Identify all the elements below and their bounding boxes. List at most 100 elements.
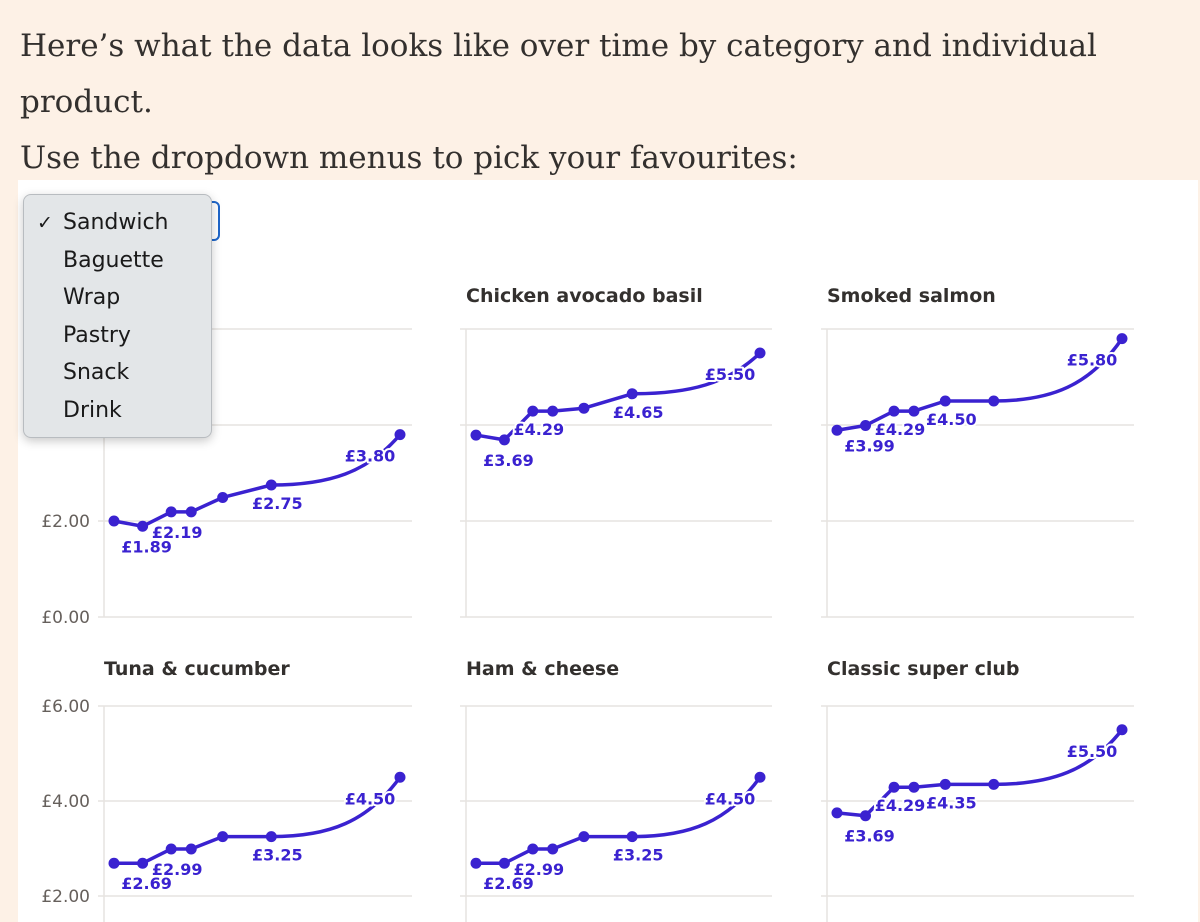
data-point [939, 395, 951, 407]
data-point [626, 831, 638, 843]
data-point [939, 778, 951, 790]
data-label: £5.80 [1067, 351, 1118, 370]
series-line [112, 432, 402, 529]
data-point [831, 424, 843, 436]
data-label: £4.50 [926, 410, 977, 429]
data-label: £2.69 [121, 874, 172, 893]
chart-title: Tuna & cucumber [104, 658, 290, 680]
data-point [888, 781, 900, 793]
data-label: £3.25 [613, 846, 664, 865]
dropdown-option-snack[interactable]: Snack [24, 354, 211, 392]
data-label: £4.29 [875, 796, 926, 815]
data-point [908, 781, 920, 793]
data-label: £1.89 [121, 537, 172, 556]
dropdown-option-pastry[interactable]: Pastry [24, 317, 211, 355]
data-label: £4.29 [875, 420, 926, 439]
data-point [185, 843, 197, 855]
data-label: £2.99 [513, 860, 564, 879]
data-label: £4.35 [926, 793, 977, 812]
data-point [265, 831, 277, 843]
y-tick-label: £6.00 [41, 697, 90, 717]
data-label: £2.75 [252, 494, 303, 513]
chart-panel [18, 180, 1198, 922]
data-point [185, 506, 197, 518]
dropdown-option-label: Pastry [63, 322, 131, 348]
data-point [831, 807, 843, 819]
checkmark-icon: ✓ [37, 212, 53, 234]
dropdown-option-drink[interactable]: Drink [24, 392, 211, 430]
dropdown-option-baguette[interactable]: Baguette [24, 242, 211, 280]
intro-line-1: Here’s what the data looks like over tim… [20, 28, 1097, 120]
data-point [470, 857, 482, 869]
data-point [498, 857, 510, 869]
chart-title: Ham & cheese [466, 658, 619, 680]
data-point [1116, 333, 1128, 345]
y-tick-label: £4.00 [41, 792, 90, 812]
data-point [527, 843, 539, 855]
series-line [835, 336, 1124, 433]
chart-title: Classic super club [827, 658, 1020, 680]
dropdown-option-sandwich[interactable]: ✓ Sandwich [24, 204, 211, 242]
data-point [394, 771, 406, 783]
chart-title: Smoked salmon [827, 285, 996, 307]
dropdown-option-label: Sandwich [63, 210, 169, 235]
data-label: £5.50 [1067, 742, 1118, 761]
y-tick-label: £2.00 [41, 512, 90, 532]
data-point [265, 479, 277, 491]
data-point [394, 429, 406, 441]
data-point [108, 857, 120, 869]
data-point [165, 843, 177, 855]
data-point [578, 831, 590, 843]
dropdown-option-label: Wrap [63, 285, 121, 310]
intro-line-2: Use the dropdown menus to pick your favo… [20, 140, 798, 176]
data-point [860, 419, 871, 431]
data-point [860, 810, 871, 822]
data-label: £4.65 [613, 403, 664, 422]
dropdown-option-wrap[interactable]: Wrap [24, 279, 211, 317]
data-label: £4.50 [345, 789, 396, 808]
data-label: £4.50 [705, 789, 756, 808]
data-point [626, 388, 638, 400]
data-label: £5.50 [705, 365, 756, 384]
data-point [908, 405, 920, 417]
dropdown-option-label: Snack [63, 360, 130, 385]
data-label: £3.25 [252, 846, 303, 865]
data-point [1116, 724, 1128, 736]
data-label: £3.80 [345, 447, 396, 466]
data-point [754, 347, 766, 359]
series-line [835, 728, 1124, 818]
dropdown-option-label: Baguette [63, 247, 164, 273]
data-point [470, 429, 482, 441]
data-point [547, 405, 559, 417]
data-label: £3.69 [483, 451, 534, 470]
data-label: £2.19 [152, 523, 203, 542]
data-point [578, 402, 590, 414]
y-tick-label: £0.00 [41, 608, 90, 628]
intro-text: Here’s what the data looks like over tim… [20, 18, 1180, 186]
series-line [112, 775, 402, 865]
series-line [474, 775, 762, 865]
data-point [137, 520, 149, 532]
data-point [498, 434, 510, 446]
data-point [108, 515, 120, 527]
data-point [988, 395, 1000, 407]
data-point [137, 857, 149, 869]
data-label: £3.69 [844, 827, 895, 846]
data-point [888, 405, 900, 417]
data-point [217, 491, 229, 503]
chart-title: Chicken avocado basil [466, 285, 703, 307]
data-label: £2.99 [152, 860, 203, 879]
data-label: £4.29 [513, 420, 564, 439]
y-tick-label: £2.00 [41, 887, 90, 907]
dropdown-option-label: Drink [63, 397, 122, 423]
data-point [754, 771, 766, 783]
data-point [217, 831, 229, 843]
data-point [165, 506, 177, 518]
data-point [988, 778, 1000, 790]
data-point [547, 843, 559, 855]
data-label: £3.99 [844, 436, 895, 455]
data-label: £2.69 [483, 874, 534, 893]
category-dropdown-menu[interactable]: ✓ Sandwich Baguette Wrap Pastry Snack Dr… [23, 194, 212, 438]
data-point [527, 405, 539, 417]
